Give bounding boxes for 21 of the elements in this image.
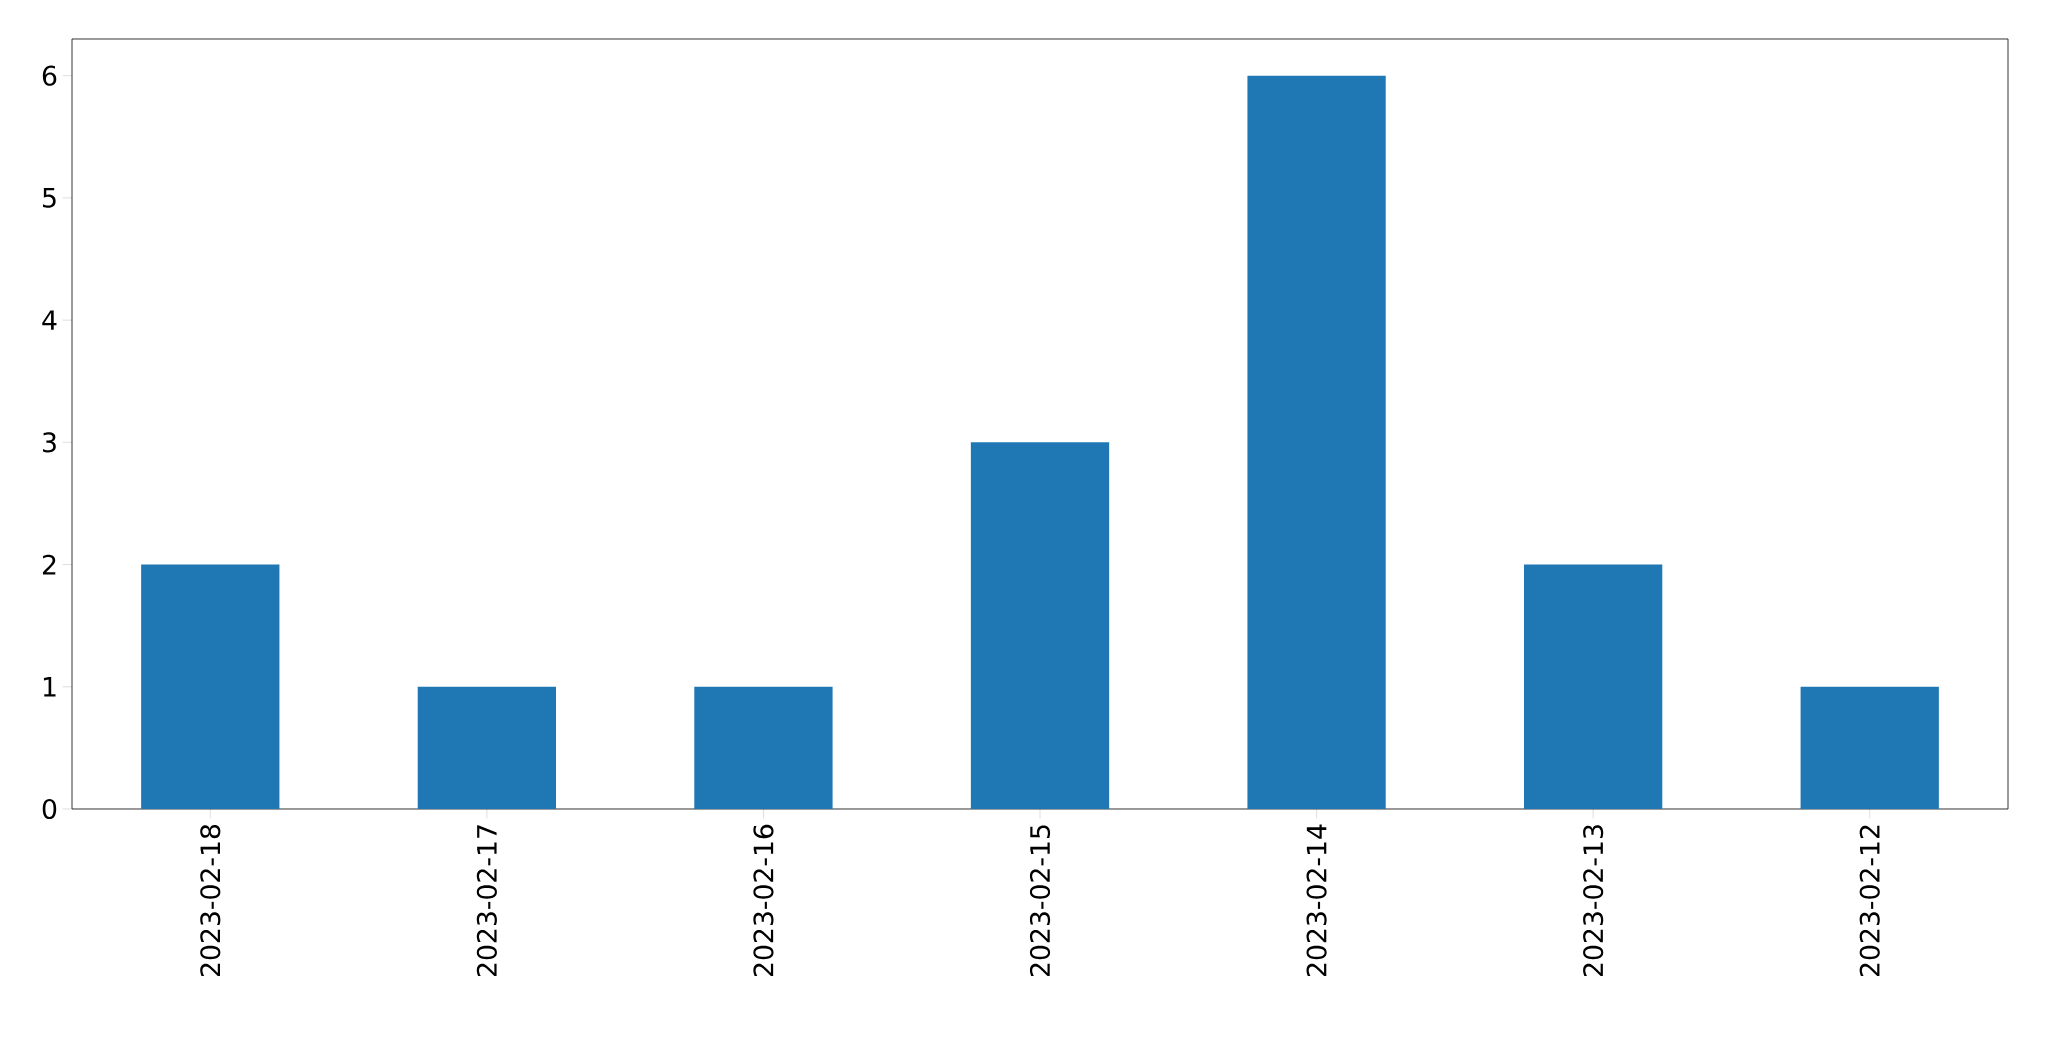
- y-tick-label: 4: [42, 310, 57, 330]
- x-tick-label: 2023-02-12: [1859, 825, 1880, 977]
- bar: [141, 564, 280, 809]
- x-tick-label: 2023-02-13: [1583, 825, 1604, 977]
- bar: [1524, 564, 1663, 809]
- bar: [1247, 75, 1386, 809]
- y-tick-label: 0: [42, 798, 57, 820]
- x-tick-label: 2023-02-18: [200, 824, 221, 977]
- x-tick-label: 2023-02-15: [1029, 825, 1051, 977]
- bar: [1800, 686, 1939, 809]
- y-tick-label: 3: [43, 432, 56, 453]
- y-tick-label: 1: [43, 677, 56, 697]
- x-tick-label: 2023-02-17: [476, 825, 497, 977]
- bar: [694, 686, 833, 809]
- x-tick-label: 2023-02-14: [1306, 824, 1327, 977]
- x-tick-label: 2023-02-16: [753, 824, 774, 977]
- y-tick-label: 2: [42, 554, 56, 575]
- bar: [417, 686, 557, 809]
- bar: [970, 442, 1110, 809]
- y-tick-label: 5: [43, 188, 56, 208]
- y-tick-label: 6: [42, 65, 57, 86]
